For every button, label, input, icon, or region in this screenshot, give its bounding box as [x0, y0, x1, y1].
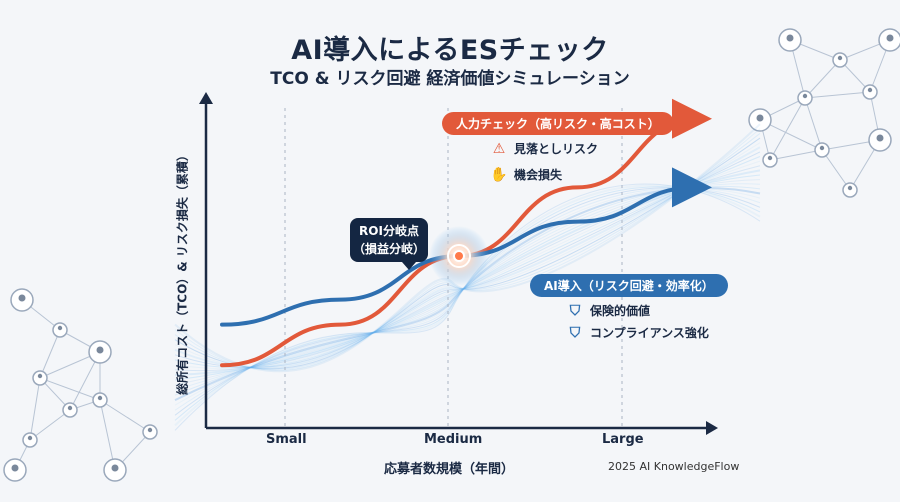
flow-ribbon: [174, 187, 761, 416]
x-axis-arrow: [706, 421, 718, 435]
user-icon: [57, 325, 63, 331]
ai-feature-item: ⛉ 保険的価値: [566, 302, 650, 319]
flow-ribbon: [174, 137, 761, 370]
network-decoration: [3, 28, 900, 482]
roi-point-ring: [447, 244, 471, 268]
network-link: [821, 149, 851, 191]
shield-check-icon: ⛉: [569, 324, 581, 341]
x-tick-label: Large: [602, 432, 644, 447]
flow-ribbon: [174, 156, 761, 369]
user-icon: [802, 93, 808, 99]
user-icon: [847, 185, 853, 191]
manual-feature-label: 機会損失: [514, 168, 563, 182]
credit-footer: 2025 AI KnowledgeFlow: [608, 460, 740, 473]
user-icon: [111, 464, 119, 472]
network-link: [99, 399, 116, 471]
manual-series-label: 人力チェック（高リスク・高コスト）: [442, 112, 674, 135]
ai-feature-label: 保険的価値: [590, 304, 651, 318]
roi-annotation-sublabel: （損益分岐）: [352, 242, 425, 256]
shield-check-icon: ⛉: [569, 302, 581, 319]
flow-ribbon: [174, 186, 761, 402]
flow-ribbon: [174, 142, 761, 369]
user-icon: [767, 155, 773, 161]
network-link: [804, 59, 841, 99]
hand-coin-icon: ✋: [490, 166, 508, 183]
ai-feature-item: ⛉ コンプライアンス強化: [566, 324, 709, 341]
x-tick-label: Medium: [424, 432, 483, 447]
ai-feature-label: コンプライアンス強化: [590, 326, 709, 340]
network-link: [769, 149, 823, 161]
flow-ribbon: [174, 174, 761, 381]
network-link: [769, 97, 806, 161]
flow-ribbon: [174, 151, 761, 368]
network-link: [29, 409, 71, 441]
user-icon: [27, 435, 33, 441]
page-subtitle: TCO & リスク回避 経済価値シミュレーション: [270, 69, 630, 89]
flow-ribbon: [174, 183, 761, 431]
roi-annotation-label: ROI分岐点: [359, 224, 419, 238]
x-axis-label: 応募者数規模（年間）: [384, 462, 515, 477]
roi-point: [453, 250, 465, 262]
manual-feature-item: ✋ 機会損失: [490, 166, 562, 183]
user-icon: [756, 114, 764, 122]
user-icon: [147, 427, 153, 433]
flow-ribbon: [174, 146, 761, 369]
user-icon: [867, 87, 873, 93]
manual-feature-label: 見落としリスク: [514, 142, 599, 156]
y-axis-label: 総所有コスト（TCO）& リスク損失（累積）: [175, 149, 190, 395]
flow-ribbons: [174, 123, 761, 431]
manual-feature-item: ⚠ 見落としリスク: [490, 140, 598, 157]
ai-series-label: AI導入（リスク回避・効率化）: [530, 274, 728, 297]
user-icon: [837, 55, 843, 61]
network-link: [39, 329, 61, 379]
user-icon: [67, 405, 73, 411]
y-axis-arrow: [199, 92, 213, 104]
user-icon: [37, 373, 43, 379]
roi-annotation: ROI分岐点 （損益分岐）: [350, 218, 428, 270]
flow-ribbon: [174, 186, 761, 396]
network-link: [804, 97, 823, 151]
user-icon: [876, 134, 884, 142]
user-icon: [97, 395, 103, 401]
user-icon: [886, 34, 894, 42]
flow-ribbon: [174, 187, 761, 406]
x-tick-label: Small: [266, 432, 307, 447]
network-link: [99, 399, 151, 433]
flow-ribbon: [174, 160, 761, 370]
user-icon: [819, 145, 825, 151]
user-icon: [786, 34, 794, 42]
network-link: [39, 377, 101, 401]
flow-ribbon: [174, 183, 761, 391]
flow-ribbon: [174, 186, 761, 421]
page-title: AI導入によるESチェック: [291, 35, 609, 66]
user-icon: [11, 464, 19, 472]
network-link: [29, 377, 41, 441]
flow-ribbon: [174, 179, 761, 386]
network-link: [804, 91, 871, 99]
flow-ribbon: [174, 184, 761, 427]
flow-ribbon: [174, 187, 761, 411]
user-icon: [18, 294, 26, 302]
warning-icon: ⚠: [492, 140, 506, 157]
user-icon: [96, 346, 104, 354]
